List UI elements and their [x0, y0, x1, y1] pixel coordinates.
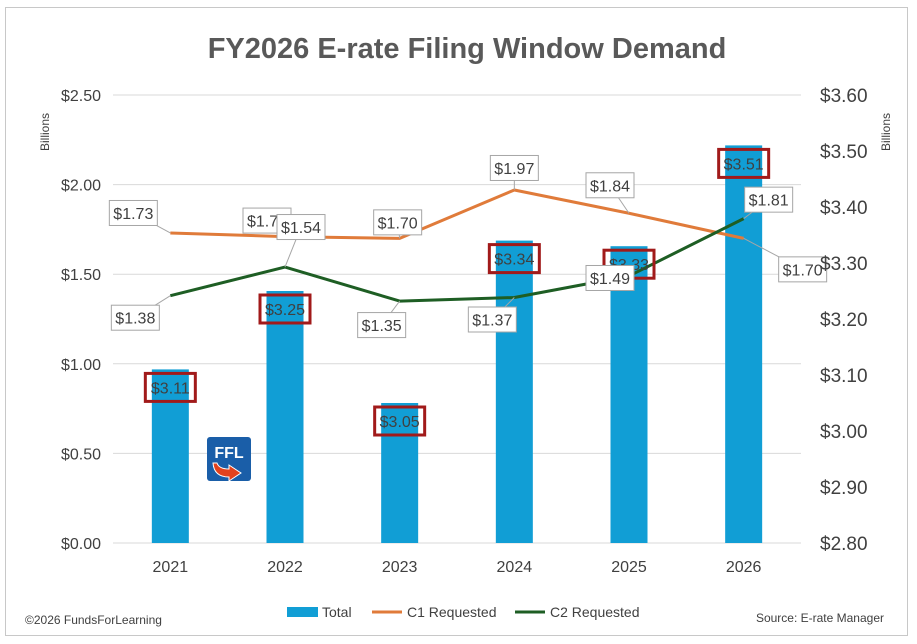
logo-arrow-icon [212, 462, 242, 482]
line-value-label: $1.81 [749, 193, 789, 210]
left-axis-label: Billions [38, 113, 52, 151]
highlight-box [487, 243, 541, 275]
bar-value-label: $3.25 [265, 302, 305, 319]
right-tick-label: $3.20 [820, 310, 868, 331]
x-tick-label: 2024 [497, 559, 533, 576]
callout-box [108, 199, 158, 226]
callout-box [744, 186, 794, 213]
bars [151, 145, 763, 543]
callout-box [276, 214, 326, 241]
bar-value-label: $3.34 [494, 252, 534, 269]
bar-total-2022 [266, 291, 304, 543]
callout-box [585, 264, 635, 291]
legend-label: C1 Requested [407, 604, 497, 620]
line-value-label: $1.97 [494, 161, 534, 178]
line-value-label: $1.38 [115, 311, 155, 328]
legend-label: Total [322, 604, 352, 620]
left-tick-label: $0.50 [61, 446, 101, 463]
left-tick-label: $1.00 [61, 357, 101, 374]
callout-box [110, 304, 160, 331]
left-tick-label: $0.00 [61, 536, 101, 553]
line-value-label: $1.84 [590, 178, 630, 195]
bar-total-2023 [381, 403, 419, 543]
line-value-label: $1.70 [783, 262, 823, 279]
x-tick-label: 2023 [382, 559, 418, 576]
right-tick-label: $3.00 [820, 422, 868, 443]
left-tick-label: $1.50 [61, 267, 101, 284]
right-axis-label: Billions [879, 113, 893, 151]
copyright-text: ©2026 FundsForLearning [25, 613, 162, 627]
bar-total-2025 [610, 246, 648, 543]
legend: Total C1 Requested C2 Requested [287, 604, 640, 620]
left-tick-label: $2.50 [61, 88, 101, 105]
highlight-box [143, 371, 197, 403]
callout-box [357, 312, 407, 339]
callout-box [373, 209, 423, 236]
line-value-label: $1.49 [590, 271, 630, 288]
right-tick-label: $2.90 [820, 478, 868, 499]
right-tick-label: $3.10 [820, 366, 868, 387]
bar-value-label: $3.11 [151, 380, 190, 397]
x-tick-label: 2021 [153, 559, 189, 576]
axes: Billions Billions $0.00 $0.50 $1.00 $1.50 $2… [38, 86, 893, 576]
line-value-label: $1.70 [378, 215, 418, 232]
callout-box [585, 172, 635, 199]
bar-total-2021 [151, 369, 189, 543]
x-tick-label: 2022 [267, 559, 303, 576]
data-labels: $3.11$3.25$3.05$3.34$3.33$3.51$1.73$1.71… [108, 147, 828, 437]
left-tick-label: $2.00 [61, 178, 101, 195]
source-text: Source: E-rate Manager [756, 611, 884, 625]
line-c2-requested [169, 217, 745, 303]
bar-total-2024 [495, 240, 533, 543]
right-tick-label: $3.60 [820, 86, 868, 107]
line-value-label: $1.37 [472, 312, 512, 329]
line-value-label: $1.73 [113, 206, 153, 223]
highlight-box [258, 293, 312, 325]
x-tick-label: 2025 [611, 559, 647, 576]
legend-label: C2 Requested [550, 604, 640, 620]
right-tick-label: $3.40 [820, 198, 868, 219]
line-value-label: $1.54 [281, 220, 321, 237]
line-value-label: $1.35 [362, 318, 402, 335]
right-tick-label: $2.80 [820, 534, 868, 555]
highlight-box [373, 405, 427, 437]
x-tick-label: 2026 [726, 559, 762, 576]
logo-text: FFL [214, 445, 244, 462]
legend-swatch-total [287, 607, 318, 617]
callout-box [489, 154, 539, 181]
line-c1-requested [170, 188, 744, 240]
ffl-logo: FFL [207, 437, 251, 482]
chart-frame: FY2026 E-rate Filing Window Demand $3.11… [5, 7, 908, 636]
right-tick-label: $3.50 [820, 142, 868, 163]
lines [169, 188, 745, 303]
callout-box [467, 306, 517, 333]
bar-value-label: $3.51 [724, 156, 764, 173]
right-tick-label: $3.30 [820, 254, 868, 275]
chart-title: FY2026 E-rate Filing Window Demand [208, 33, 727, 65]
callout-box [778, 256, 828, 283]
chart-canvas: FY2026 E-rate Filing Window Demand $3.11… [25, 33, 893, 627]
bar-value-label: $3.05 [380, 414, 420, 431]
highlight-box [717, 147, 771, 179]
